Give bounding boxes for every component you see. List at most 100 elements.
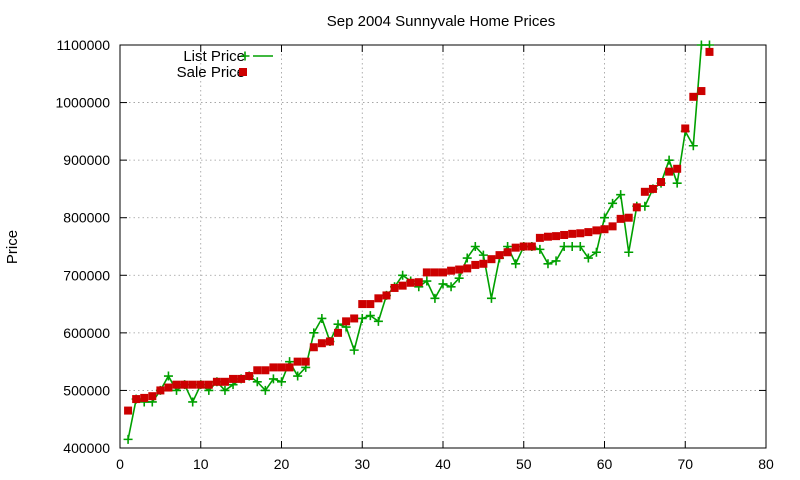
list-price-point xyxy=(543,259,553,269)
list-price-point xyxy=(422,276,432,286)
sale-price-point xyxy=(479,259,488,268)
sale-price-point xyxy=(172,380,181,389)
sale-price-point xyxy=(665,167,674,176)
grid xyxy=(120,45,766,448)
sale-price-point xyxy=(552,232,561,241)
y-tick-label: 400000 xyxy=(63,440,110,456)
x-tick-label: 40 xyxy=(435,456,451,472)
sale-price-point xyxy=(390,283,399,292)
x-tick-label: 10 xyxy=(193,456,209,472)
list-price-point xyxy=(462,253,472,263)
sale-price-point xyxy=(543,232,552,241)
list-price-point xyxy=(567,242,577,251)
sale-price-point xyxy=(632,203,641,212)
sale-price-point xyxy=(592,226,601,235)
sale-price-point xyxy=(657,178,666,187)
sale-price-point xyxy=(212,377,221,386)
list-price-point xyxy=(333,319,343,329)
x-tick-label: 30 xyxy=(354,456,370,472)
sale-price-point xyxy=(301,357,310,366)
sale-price-point xyxy=(156,386,165,395)
list-price-point xyxy=(438,279,448,289)
list-price-point xyxy=(260,385,270,395)
sale-price-point xyxy=(503,248,512,257)
list-price-point xyxy=(511,259,521,269)
list-price-point xyxy=(357,313,367,323)
sale-price-point xyxy=(180,380,189,389)
sale-price-point xyxy=(535,233,544,242)
sale-price-point xyxy=(495,251,504,260)
sale-price-point xyxy=(640,187,649,196)
list-price-point xyxy=(220,385,230,395)
sale-price-point xyxy=(229,374,238,383)
plot-frame xyxy=(119,44,767,449)
y-tick-label: 1100000 xyxy=(57,37,111,53)
sale-price-point xyxy=(697,87,706,96)
sale-price-point xyxy=(237,374,246,383)
list-price-point xyxy=(317,313,327,323)
sale-price-point xyxy=(576,229,585,238)
list-price-point xyxy=(470,242,480,251)
sale-price-point xyxy=(511,243,520,252)
sale-price-point xyxy=(673,164,682,173)
sale-price-point xyxy=(285,363,294,372)
sale-price-point xyxy=(463,264,472,273)
sale-price-point xyxy=(471,260,480,269)
list-price-point xyxy=(696,40,706,50)
chart-title: Sep 2004 Sunnyvale Home Prices xyxy=(327,13,555,30)
sale-price-point xyxy=(124,406,133,415)
list-price-point xyxy=(583,253,593,263)
sale-price-point xyxy=(382,291,391,300)
y-tick-label: 500000 xyxy=(63,382,110,398)
sale-price-point xyxy=(422,268,431,277)
list-price-point xyxy=(640,201,650,211)
sale-price-point xyxy=(374,294,383,303)
legend-label: Sale Price xyxy=(177,64,245,81)
sale-price-point xyxy=(269,363,278,372)
x-tick-label: 50 xyxy=(516,456,532,472)
axes: 400000 500000 600000 700000 800000 900000 1000… xyxy=(55,37,774,472)
sale-price-point xyxy=(148,392,157,401)
legend-marker-list-price xyxy=(240,51,250,61)
sale-price-point xyxy=(293,357,302,366)
list-price-point xyxy=(486,293,496,303)
legend-label: List Price xyxy=(183,48,245,65)
sale-price-point xyxy=(624,213,633,222)
sale-price-point xyxy=(334,328,343,337)
list-price-point xyxy=(478,250,488,260)
sale-price-point xyxy=(600,225,609,234)
sale-price-point xyxy=(220,377,229,386)
list-price-point xyxy=(608,198,618,208)
sale-price-point xyxy=(261,366,270,375)
list-price-point xyxy=(373,316,383,326)
sale-price-point xyxy=(277,363,286,372)
sale-price-point xyxy=(439,268,447,277)
list-price-point xyxy=(430,293,440,303)
sale-price-point xyxy=(317,339,326,348)
sale-price-point xyxy=(245,372,254,381)
list-price-point xyxy=(551,256,561,266)
list-price-point xyxy=(398,270,408,280)
sale-price-point xyxy=(196,380,205,389)
sale-price-point xyxy=(358,300,367,309)
y-tick-label: 700000 xyxy=(63,267,110,283)
list-price-point xyxy=(624,247,634,257)
sale-price-point xyxy=(366,300,375,309)
list-price-point xyxy=(559,242,569,251)
list-price-point xyxy=(535,244,545,254)
sale-price-point xyxy=(681,124,690,133)
list-price-point xyxy=(188,397,198,407)
y-tick-label: 600000 xyxy=(63,325,110,341)
list-price-point xyxy=(293,371,303,381)
list-price-point xyxy=(591,247,601,257)
sale-price-point xyxy=(616,214,625,223)
list-price-point xyxy=(688,141,698,151)
sale-price-point xyxy=(309,343,318,352)
sale-price-point xyxy=(568,229,577,238)
sale-price-point xyxy=(342,317,351,326)
list-price-point xyxy=(454,273,464,283)
sale-price-point xyxy=(406,278,415,287)
sale-price-point xyxy=(253,366,262,375)
sale-price-point xyxy=(527,242,536,251)
